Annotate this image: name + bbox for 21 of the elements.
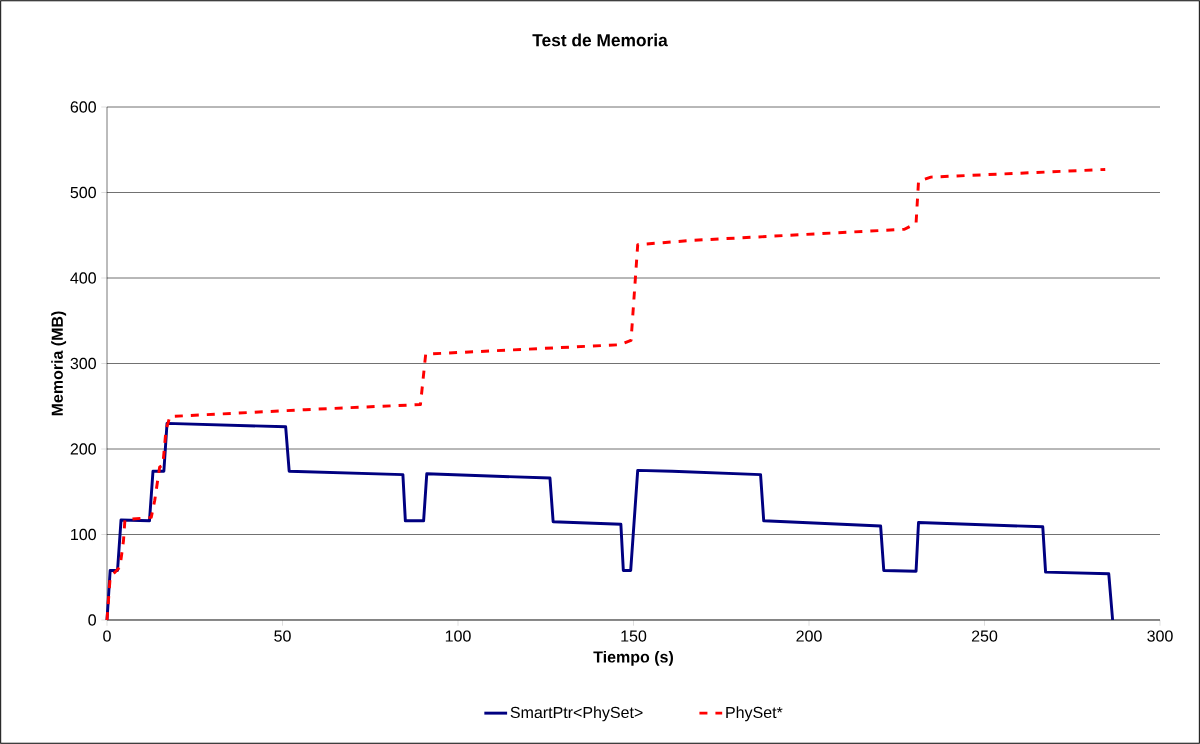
y-tick-label: 500	[70, 186, 96, 199]
y-tick-label: 100	[71, 528, 96, 541]
x-tick-label: 300	[1147, 630, 1173, 642]
chart-title: Test de Memoria	[532, 33, 668, 47]
legend-label: PhySet*	[726, 706, 783, 722]
y-tick-label: 300	[70, 357, 96, 370]
y-tick-label: 400	[70, 272, 96, 284]
y-tick-label: 0	[88, 614, 96, 626]
y-axis-title: Memoria (MB)	[51, 311, 67, 416]
x-tick-label: 150	[621, 630, 647, 642]
legend-label: SmartPtr<PhySet>	[510, 706, 643, 722]
x-tick-label: 100	[445, 630, 471, 642]
x-axis-title: Tiempo (s)	[593, 650, 674, 666]
x-tick-label: 200	[796, 630, 822, 642]
x-tick-label: 50	[274, 630, 291, 642]
line-series	[105, 421, 1115, 622]
x-tick-label: 0	[103, 630, 111, 642]
x-tick-label: 250	[971, 630, 998, 642]
y-tick-label: 600	[70, 101, 96, 113]
line-series	[105, 167, 1107, 622]
y-tick-label: 200	[70, 443, 96, 455]
